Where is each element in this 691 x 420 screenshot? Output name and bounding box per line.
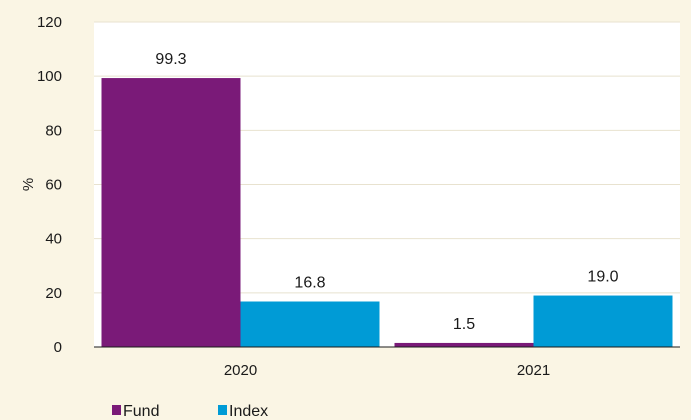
y-tick-label: 100 — [37, 68, 62, 85]
y-tick-label: 0 — [54, 339, 62, 356]
y-axis-title: % — [20, 178, 37, 191]
data-label-index-2020: 16.8 — [294, 275, 325, 292]
x-tick-label: 2020 — [224, 362, 257, 379]
y-tick-label: 80 — [45, 122, 62, 139]
bars — [101, 78, 673, 347]
data-label-index-2021: 19.0 — [587, 269, 618, 286]
data-label-fund-2020: 99.3 — [155, 51, 186, 68]
bar-fund-2020 — [101, 78, 241, 347]
legend-swatch-index — [218, 405, 227, 415]
x-axis-tick-labels: 2020 2021 — [224, 362, 550, 379]
bar-index-2021 — [533, 295, 673, 347]
legend: Fund Index — [112, 403, 268, 420]
y-axis-tick-labels: 0 20 40 60 80 100 120 — [37, 14, 62, 356]
legend-label-index: Index — [229, 403, 268, 420]
y-tick-label: 60 — [45, 177, 62, 194]
data-label-fund-2021: 1.5 — [453, 316, 475, 333]
legend-label-fund: Fund — [123, 403, 159, 420]
legend-swatch-fund — [112, 405, 121, 415]
bar-fund-2021 — [394, 342, 534, 347]
y-tick-label: 120 — [37, 14, 62, 31]
y-tick-label: 40 — [45, 231, 62, 248]
data-labels: 99.3 16.8 1.5 19.0 — [155, 51, 618, 333]
bar-index-2020 — [240, 301, 380, 347]
x-tick-label: 2021 — [517, 362, 550, 379]
y-tick-label: 20 — [45, 285, 62, 302]
